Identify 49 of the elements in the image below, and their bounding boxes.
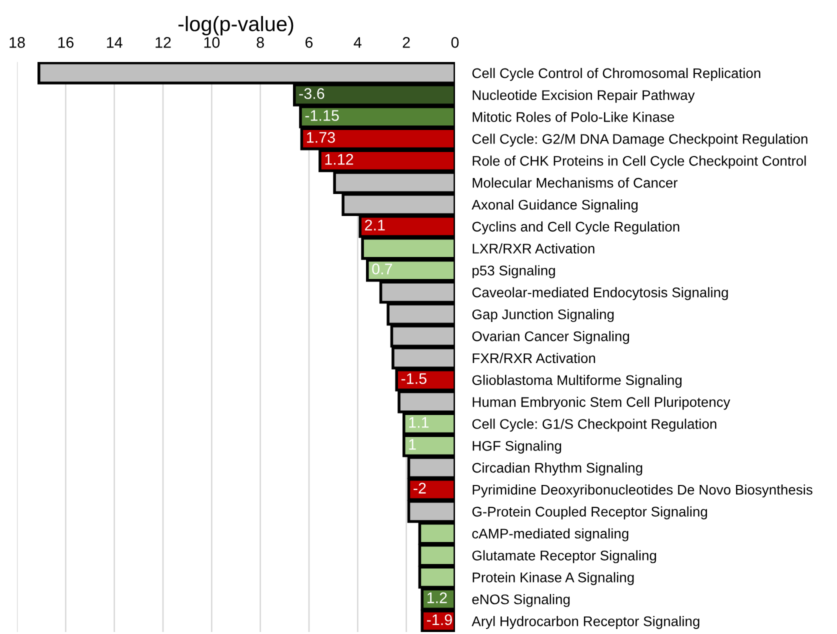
y-tick-label: Cyclins and Cell Cycle Regulation [472, 221, 680, 234]
annotation: 1.2 [427, 592, 447, 604]
annotation: -1.9 [426, 614, 452, 626]
y-tick-label: FXR/RXR Activation [472, 352, 596, 364]
annotation: -1.5 [401, 373, 426, 384]
x-axis-title: -log(p-value) [178, 16, 294, 36]
x-tick-label: 12 [156, 37, 171, 48]
x-tick-label: 18 [10, 37, 25, 48]
y-tick-label: Cell Cycle Control of Chromosomal Replication [472, 68, 760, 81]
annotation: 1.1 [409, 417, 429, 428]
y-tick-label: Nucleotide Excision Repair Pathway [472, 90, 695, 103]
y-tick-label: eNOS Signaling [472, 594, 570, 608]
x-tick-label: 6 [306, 37, 313, 48]
y-tick-label: G-Protein Coupled Receptor Signaling [472, 506, 708, 520]
y-tick-label: Cell Cycle: G2/M DNA Damage Checkpoint Regulation [472, 134, 808, 147]
y-tick-label: Glioblastoma Multiforme Signaling [472, 374, 682, 388]
annotation: -1.15 [305, 110, 339, 121]
y-tick-label: Role of CHK Proteins in Cell Cycle Checkpoint Control [472, 156, 806, 169]
x-tick-label: 8 [256, 37, 264, 48]
y-tick-label: p53 Signaling [472, 265, 555, 278]
annotation: 1 [409, 439, 416, 450]
x-tick-label: 4 [354, 37, 362, 48]
y-tick-label: Gap Junction Signaling [472, 309, 614, 322]
y-tick-label: Molecular Mechanisms of Cancer [472, 178, 678, 188]
y-tick-label: Caveolar-mediated Endocytosis Signaling [472, 287, 728, 300]
annotation: 1.73 [307, 132, 335, 143]
annotation: 0.7 [372, 264, 392, 274]
y-tick-label: Ovarian Cancer Signaling [472, 331, 630, 344]
x-tick-label: 0 [451, 37, 459, 48]
y-tick-label: Glutamate Receptor Signaling [472, 550, 656, 564]
annotation: -2 [414, 482, 426, 494]
x-tick-label: 14 [107, 37, 122, 48]
annotation: 1.12 [325, 154, 354, 165]
y-tick-label: cAMP-mediated signaling [472, 528, 628, 542]
y-tick-label: Axonal Guidance Signaling [472, 199, 638, 212]
x-tick-label: 16 [58, 37, 74, 48]
annotation: 2.1 [365, 220, 385, 230]
y-tick-label: Aryl Hydrocarbon Receptor Signaling [472, 616, 700, 629]
x-tick-label: 2 [402, 37, 410, 48]
y-tick-label: LXR/RXR Activation [472, 243, 594, 254]
y-tick-label: Protein Kinase A Signaling [472, 572, 634, 586]
x-tick-label: 10 [204, 37, 220, 48]
annotation: -3.6 [299, 88, 324, 99]
y-tick-label: Cell Cycle: G1/S Checkpoint Regulation [472, 418, 716, 432]
y-tick-label: HGF Signaling [472, 440, 562, 454]
y-tick-label: Mitotic Roles of Polo-Like Kinase [472, 112, 674, 122]
y-tick-label: Human Embryonic Stem Cell Pluripotency [472, 396, 730, 410]
y-tick-label: Circadian Rhythm Signaling [472, 462, 642, 476]
y-tick-label: Pyrimidine Deoxyribonucleotides De Novo Biosynthesis [472, 484, 812, 498]
